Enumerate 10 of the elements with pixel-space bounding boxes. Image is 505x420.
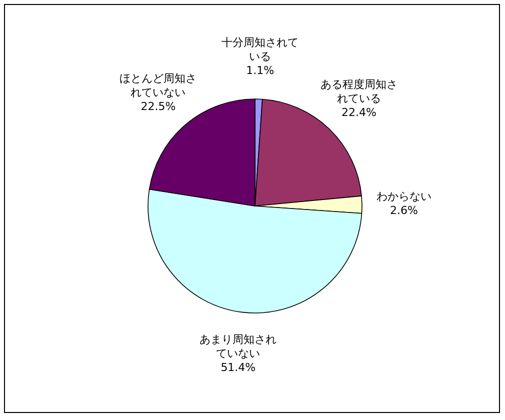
data-label: 22.5% <box>140 100 177 114</box>
data-label: 22.4% <box>340 106 378 120</box>
data-label: 2.6% <box>389 204 419 218</box>
slice-label: わからない <box>375 190 432 204</box>
data-label: 51.4% <box>220 361 257 376</box>
slice-label: 十分周知されている <box>220 36 300 64</box>
slice-label: あまり周知されていない <box>198 333 278 362</box>
data-label: 1.1% <box>245 64 276 78</box>
slice-label: ある程度周知されている <box>320 78 399 106</box>
slice-label: ほとんど周知されていない <box>118 72 198 100</box>
